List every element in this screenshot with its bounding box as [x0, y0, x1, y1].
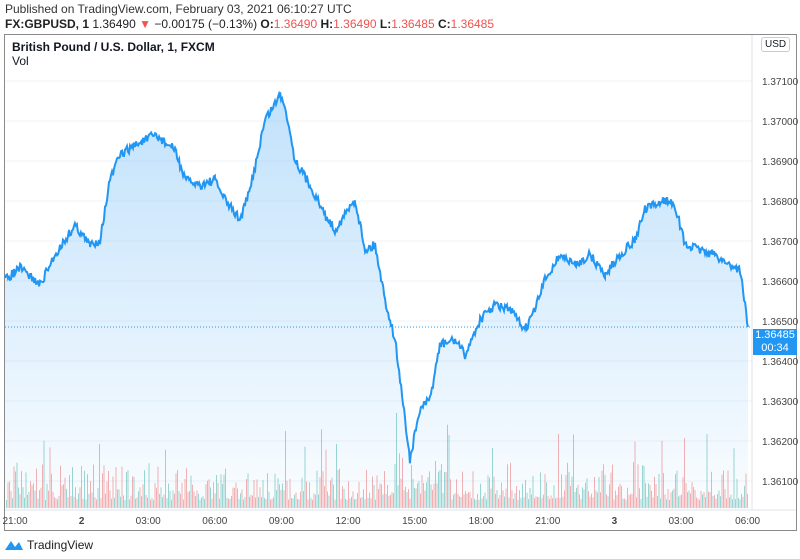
x-tick-label: 03:00 [668, 516, 693, 527]
last-price: 1.36490 [92, 17, 136, 31]
low-value: 1.36485 [391, 17, 435, 31]
bar-countdown-label: 00:34 [753, 342, 797, 355]
x-tick-label: 3 [612, 516, 618, 527]
close-value: 1.36485 [450, 17, 495, 31]
x-tick-label: 03:00 [136, 516, 161, 527]
y-tick-label: 1.36700 [762, 237, 799, 248]
tradingview-logo[interactable]: TradingView [4, 538, 93, 552]
y-tick-label: 1.36600 [762, 277, 799, 288]
x-tick-label: 09:00 [269, 516, 294, 527]
x-tick-label: 06:00 [735, 516, 760, 527]
x-tick-label: 06:00 [202, 516, 227, 527]
open-value: 1.36490 [273, 17, 318, 31]
y-tick-label: 1.37000 [762, 117, 799, 128]
y-tick-label: 1.36900 [762, 157, 799, 168]
x-tick-label: 21:00 [2, 516, 27, 527]
price-change: −0.00175 (−0.13%) [154, 17, 258, 31]
y-tick-label: 1.36400 [762, 357, 799, 368]
currency-button[interactable]: USD [761, 37, 791, 52]
open-label: O: [260, 17, 274, 31]
symbol-name: FX:GBPUSD, 1 [5, 17, 90, 31]
down-arrow-icon: ▼ [139, 17, 151, 31]
y-tick-label: 1.36300 [762, 397, 799, 408]
x-tick-label: 12:00 [335, 516, 360, 527]
y-tick-label: 1.36100 [762, 477, 799, 488]
y-tick-label: 1.36800 [762, 197, 799, 208]
x-tick-label: 21:00 [535, 516, 560, 527]
chart-frame [4, 34, 797, 531]
volume-label: Vol [12, 54, 29, 68]
tradingview-logo-icon [5, 541, 23, 550]
last-price-label: 1.36485 [753, 329, 797, 342]
chart-legend: British Pound / U.S. Dollar, 1, FXCM Vol [12, 40, 215, 68]
price-area-fill [5, 92, 749, 511]
high-value: 1.36490 [333, 17, 377, 31]
symbol-info-bar: FX:GBPUSD, 1 1.36490 ▼ −0.00175 (−0.13%)… [5, 17, 494, 31]
price-line [4, 90, 749, 464]
y-tick-label: 1.37100 [762, 77, 799, 88]
x-tick-label: 18:00 [469, 516, 494, 527]
brand-name: TradingView [27, 538, 94, 552]
y-tick-label: 1.36200 [762, 437, 799, 448]
close-label: C: [437, 17, 451, 31]
y-tick-label: 1.36500 [762, 317, 799, 328]
x-tick-label: 2 [79, 516, 85, 527]
published-note: Published on TradingView.com, February 0… [5, 2, 352, 16]
high-label: H: [320, 17, 334, 31]
series-title: British Pound / U.S. Dollar, 1, FXCM [12, 40, 215, 54]
x-tick-label: 15:00 [402, 516, 427, 527]
low-label: L: [379, 17, 392, 31]
